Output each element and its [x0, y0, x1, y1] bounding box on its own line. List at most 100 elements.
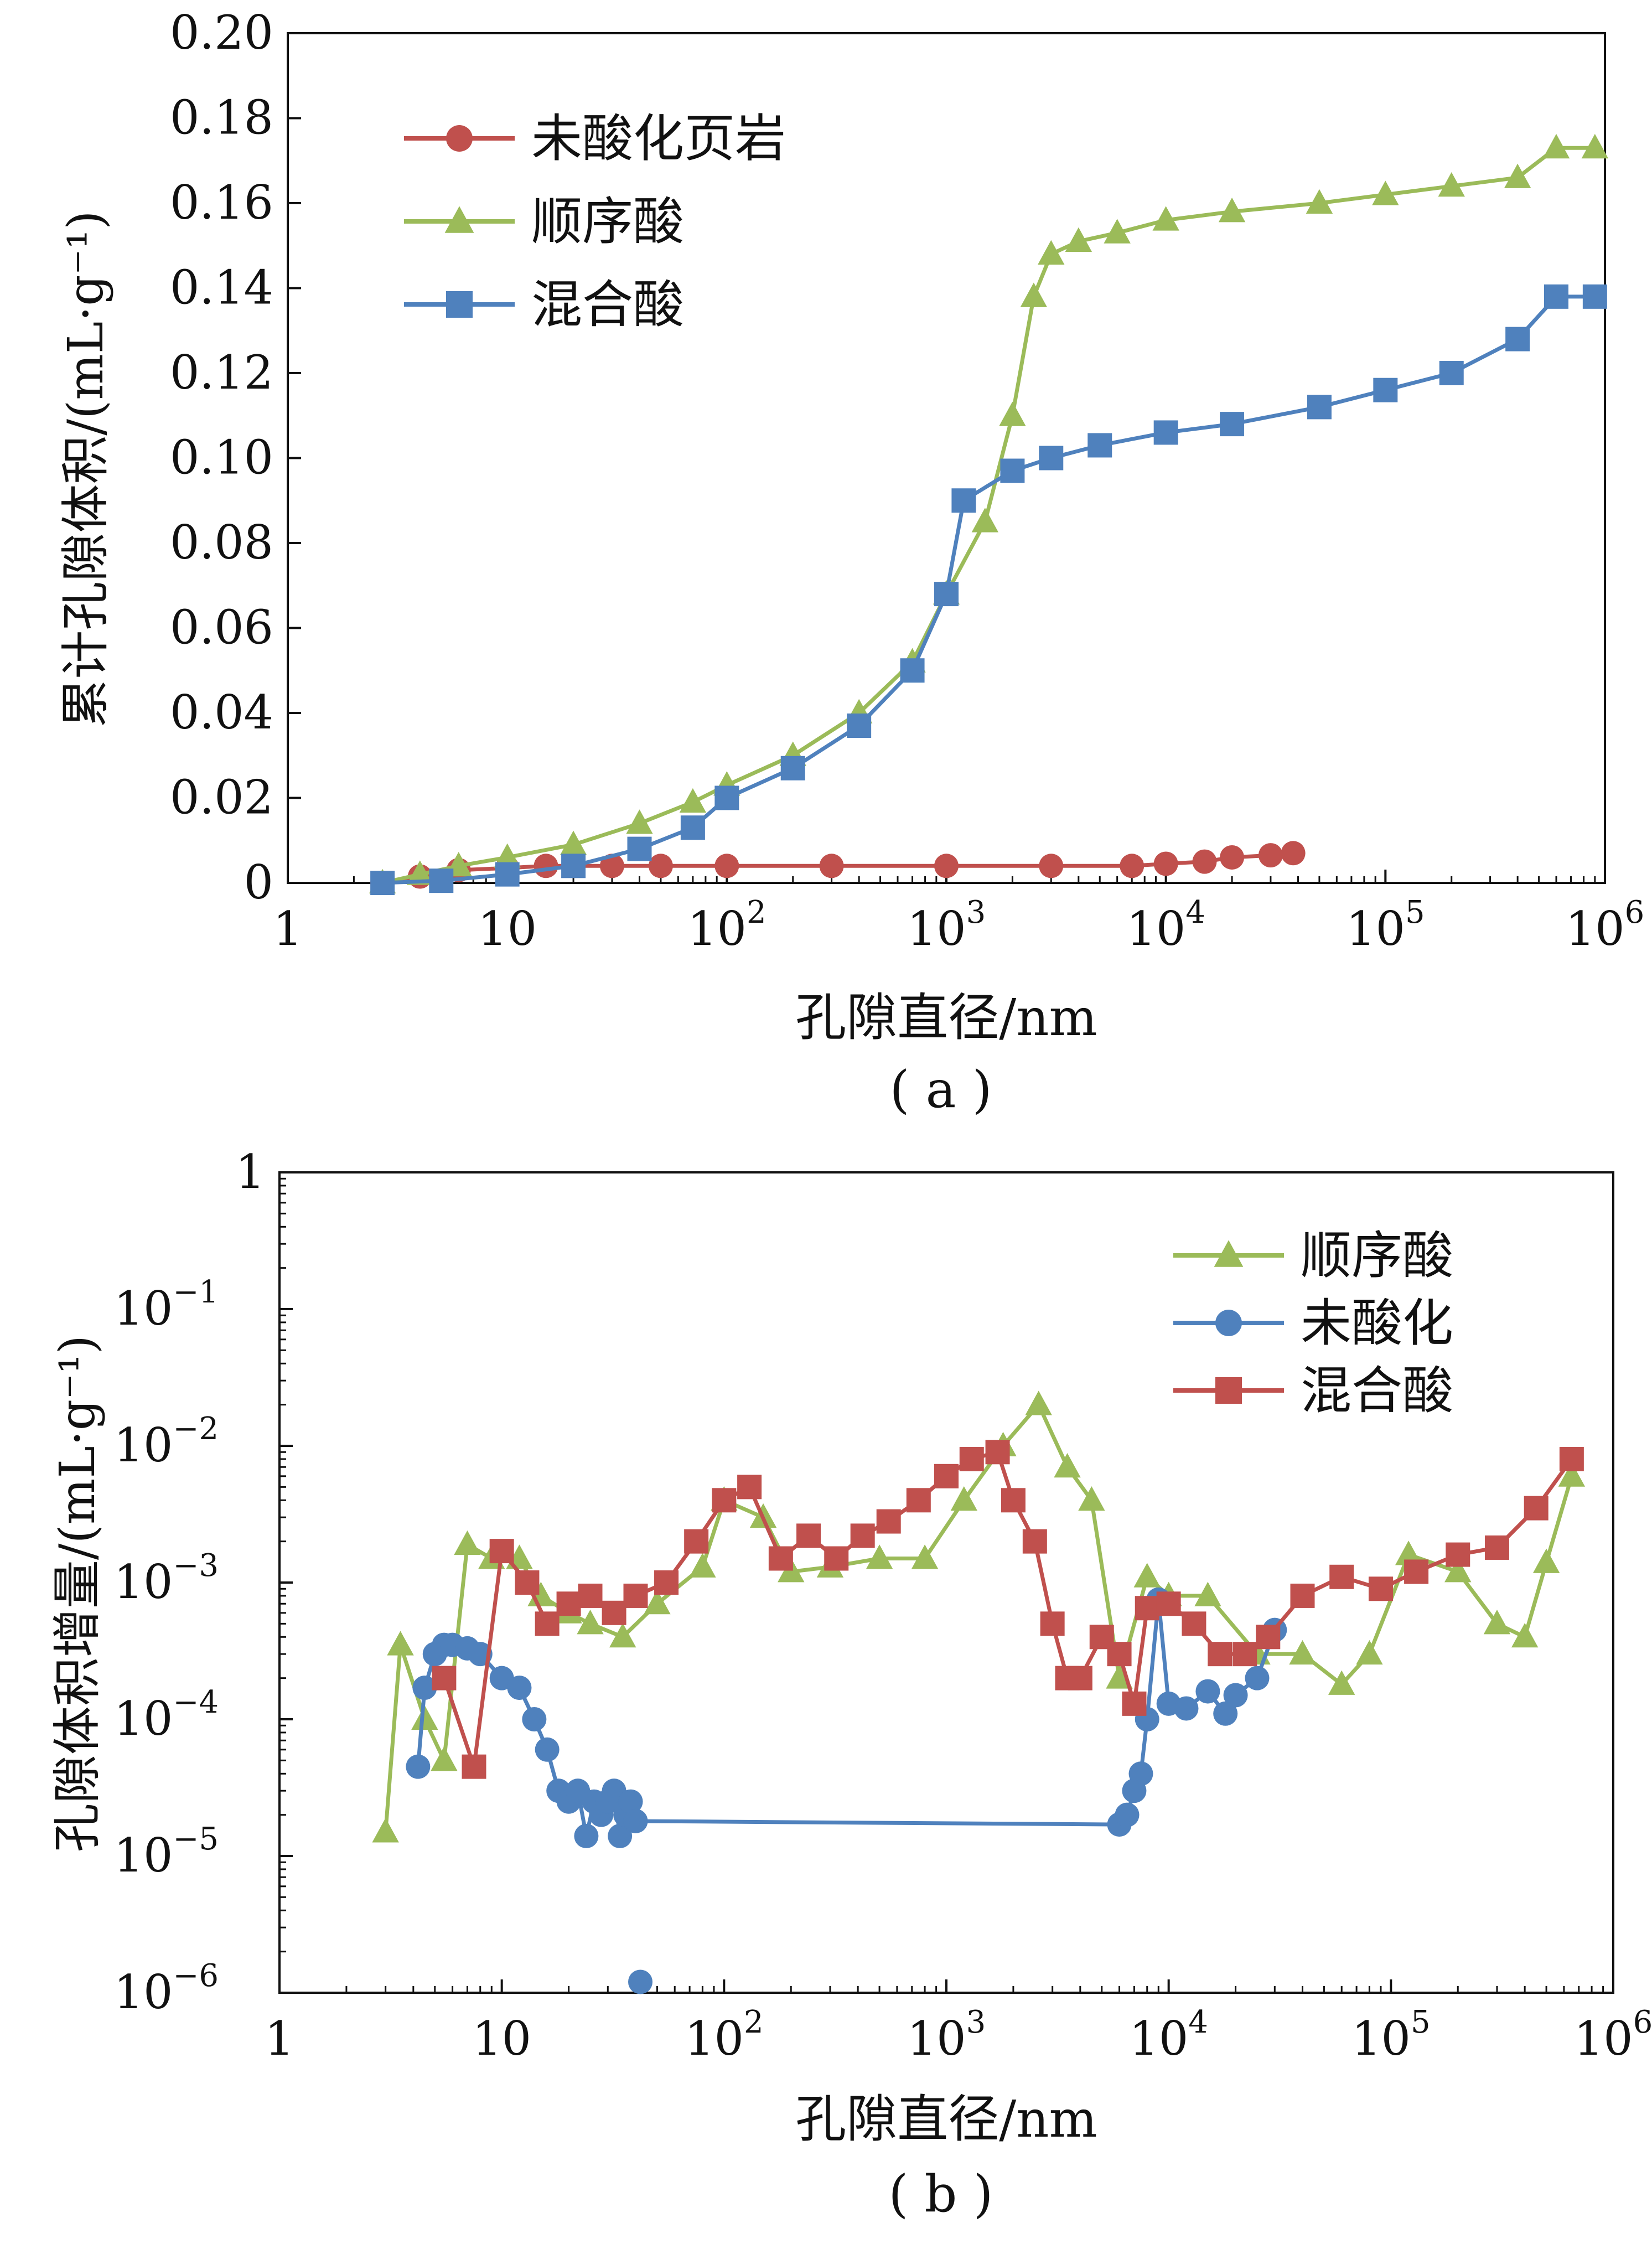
data-point-b-3 — [1107, 1642, 1132, 1667]
data-point-a-2 — [1373, 378, 1398, 402]
data-point-a-1 — [1038, 240, 1065, 265]
data-point-a-0 — [819, 854, 844, 878]
data-point-b-3 — [684, 1529, 709, 1554]
legend-marker-b — [1215, 1377, 1242, 1404]
data-point-b-3 — [623, 1583, 648, 1608]
data-point-b-3 — [985, 1440, 1010, 1465]
y-tick-label-a: 0 — [244, 855, 273, 909]
data-point-a-0 — [534, 854, 558, 878]
data-point-b-0 — [1532, 1548, 1560, 1573]
y-tick-label-a: 0.20 — [170, 6, 273, 60]
data-point-b-3 — [462, 1754, 486, 1779]
data-point-a-2 — [1153, 420, 1178, 445]
x-tick-label-a: 10 — [478, 902, 537, 956]
x-tick-label-a: 105 — [1346, 895, 1425, 956]
data-point-a-1 — [1306, 189, 1333, 214]
data-point-b-3 — [906, 1488, 931, 1513]
data-point-b-3 — [737, 1475, 762, 1500]
data-point-b-3 — [602, 1600, 626, 1625]
series-line-a-1 — [382, 146, 1595, 885]
data-point-a-2 — [951, 488, 976, 513]
y-tick-label-a: 0.10 — [170, 431, 273, 485]
data-point-b-0 — [1483, 1610, 1511, 1635]
data-point-b-1 — [1223, 1683, 1248, 1708]
data-point-a-0 — [648, 854, 673, 878]
data-point-a-2 — [680, 815, 705, 840]
x-tick-label-a: 104 — [1126, 895, 1205, 956]
data-point-b-3 — [1446, 1542, 1470, 1567]
data-point-b-1 — [522, 1707, 547, 1731]
data-point-a-0 — [1220, 845, 1245, 870]
data-point-a-2 — [429, 868, 454, 893]
x-tick-label-b: 106 — [1574, 2004, 1652, 2066]
x-tick-label-b: 10 — [472, 2012, 531, 2066]
data-point-b-0 — [1511, 1622, 1539, 1648]
data-point-a-2 — [1307, 395, 1332, 420]
data-point-a-2 — [900, 658, 925, 683]
data-point-b-0 — [431, 1746, 458, 1771]
data-point-a-1 — [560, 830, 587, 855]
data-point-b-3 — [1068, 1666, 1092, 1690]
x-tick-label-b: 105 — [1351, 2004, 1431, 2066]
data-point-b-0 — [1395, 1540, 1422, 1565]
x-tick-label-b: 103 — [907, 2004, 986, 2066]
data-point-a-2 — [627, 836, 652, 861]
data-point-b-3 — [1404, 1559, 1429, 1584]
y-tick-label-a: 0.04 — [170, 685, 273, 740]
data-point-b-0 — [1078, 1486, 1105, 1511]
x-tick-label-b: 102 — [685, 2004, 764, 2066]
y-tick-label-b: 10−3 — [114, 1548, 219, 1609]
data-point-a-1 — [1152, 206, 1179, 231]
x-tick-label-a: 1 — [273, 902, 302, 956]
data-point-b-1 — [1245, 1666, 1270, 1690]
y-tick-label-a: 0.08 — [170, 515, 273, 570]
legend-marker-b — [1215, 1310, 1242, 1336]
data-point-b-0 — [577, 1610, 604, 1635]
data-point-b-3 — [712, 1488, 737, 1513]
data-point-b-3 — [654, 1570, 679, 1595]
data-point-b-1 — [535, 1737, 560, 1762]
data-point-b-3 — [1182, 1611, 1206, 1636]
data-point-a-2 — [1000, 458, 1025, 483]
data-point-b-1 — [1195, 1679, 1220, 1704]
data-point-b-3 — [489, 1539, 514, 1564]
data-point-b-0 — [1289, 1640, 1316, 1665]
y-tick-label-a: 0.18 — [170, 91, 273, 145]
data-point-a-2 — [1582, 284, 1607, 309]
data-point-b-0 — [411, 1705, 438, 1730]
data-point-a-2 — [714, 785, 739, 810]
data-point-b-3 — [535, 1611, 560, 1636]
legend-label-b: 顺序酸 — [1301, 1226, 1453, 1285]
data-point-b-3 — [1524, 1496, 1549, 1521]
data-point-a-0 — [1192, 849, 1217, 874]
plot-frame-a — [287, 32, 1606, 884]
data-point-a-2 — [847, 714, 872, 738]
data-point-a-0 — [1258, 843, 1283, 868]
data-point-a-1 — [1218, 198, 1246, 223]
panel-label-a: ( a ) — [889, 1060, 992, 1119]
data-point-a-1 — [1504, 163, 1531, 188]
y-tick-label-a: 0.02 — [170, 771, 273, 825]
data-point-b-3 — [1232, 1642, 1257, 1667]
data-point-a-2 — [1439, 361, 1464, 385]
data-point-b-1 — [1174, 1696, 1199, 1721]
y-axis-title-b: 孔隙体积增量/(mL·g⁻¹) — [49, 1335, 106, 1852]
data-point-b-0 — [387, 1631, 414, 1656]
data-point-b-0 — [1328, 1670, 1355, 1695]
data-point-b-1 — [618, 1789, 643, 1814]
x-axis-title-a: 孔隙直径/nm — [795, 988, 1097, 1047]
x-tick-label-a: 103 — [907, 895, 986, 956]
data-point-a-1 — [1372, 180, 1399, 205]
y-tick-label-b: 1 — [236, 1145, 265, 1199]
data-point-b-0 — [866, 1544, 893, 1569]
data-point-a-2 — [780, 756, 805, 780]
y-tick-label-b: 10−6 — [114, 1958, 219, 2019]
data-point-b-3 — [556, 1591, 581, 1616]
panel-label-b: ( b ) — [888, 2164, 993, 2224]
data-point-a-2 — [495, 862, 520, 887]
data-point-b-1 — [608, 1823, 633, 1848]
data-point-a-0 — [714, 854, 739, 878]
data-point-b-0 — [609, 1622, 636, 1648]
x-tick-label-b: 1 — [265, 2012, 294, 2066]
